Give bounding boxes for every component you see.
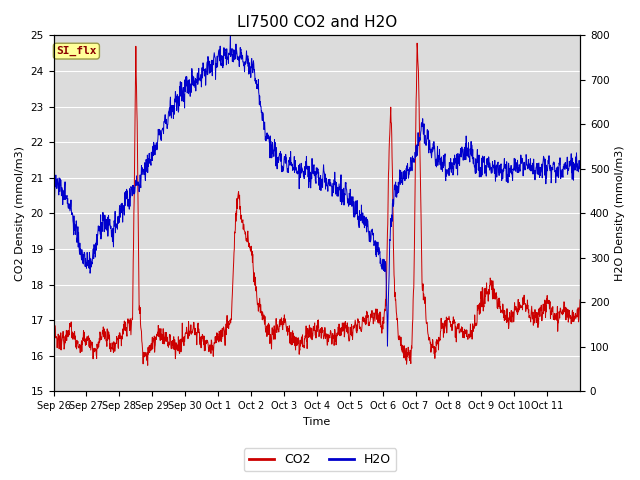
H2O bbox=[227, 34, 234, 39]
CO2 bbox=[319, 332, 327, 337]
H2O bbox=[413, 142, 421, 147]
CO2 bbox=[288, 337, 296, 343]
CO2 bbox=[543, 300, 550, 306]
CO2 bbox=[144, 362, 152, 368]
CO2 bbox=[413, 40, 421, 46]
Line: CO2: CO2 bbox=[54, 43, 580, 365]
H2O bbox=[288, 163, 296, 169]
H2O bbox=[60, 196, 67, 202]
CO2 bbox=[413, 66, 420, 72]
H2O bbox=[543, 167, 550, 173]
CO2 bbox=[60, 337, 67, 343]
H2O bbox=[50, 179, 58, 184]
Legend: CO2, H2O: CO2, H2O bbox=[244, 448, 396, 471]
CO2 bbox=[576, 297, 584, 302]
Title: LI7500 CO2 and H2O: LI7500 CO2 and H2O bbox=[237, 15, 397, 30]
X-axis label: Time: Time bbox=[303, 417, 330, 427]
Y-axis label: CO2 Density (mmol/m3): CO2 Density (mmol/m3) bbox=[15, 146, 25, 281]
CO2 bbox=[50, 332, 58, 338]
Text: SI_flx: SI_flx bbox=[56, 46, 97, 56]
Line: H2O: H2O bbox=[54, 36, 580, 346]
H2O bbox=[383, 343, 391, 349]
H2O bbox=[319, 168, 327, 174]
Y-axis label: H2O Density (mmol/m3): H2O Density (mmol/m3) bbox=[615, 145, 625, 281]
CO2 bbox=[144, 345, 152, 350]
H2O bbox=[144, 170, 152, 176]
H2O bbox=[576, 160, 584, 166]
